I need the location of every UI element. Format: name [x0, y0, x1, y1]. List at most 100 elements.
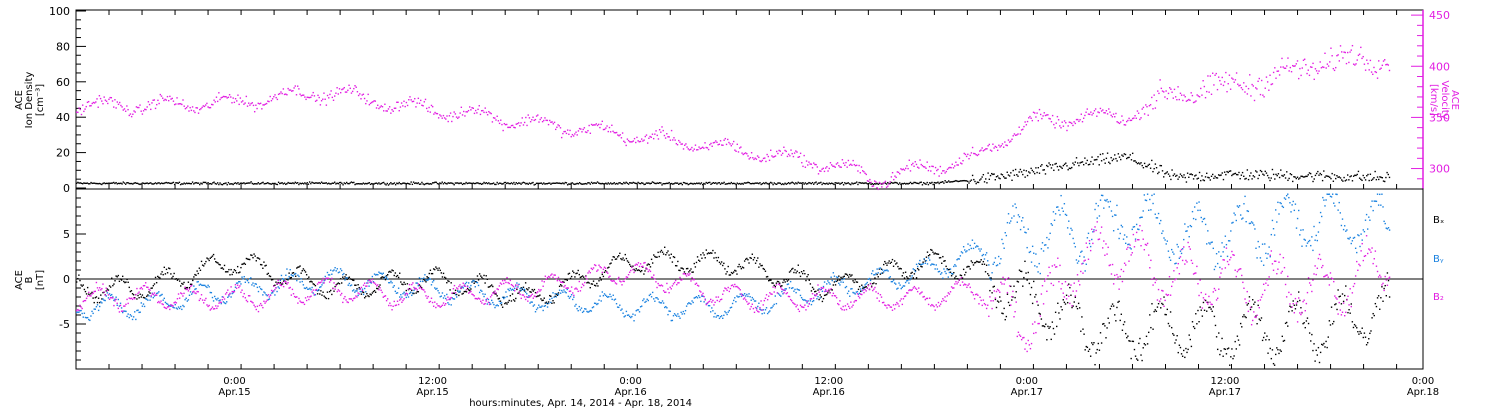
series-by-point	[888, 277, 890, 279]
series-bx-point	[1223, 348, 1225, 350]
series-density-point	[644, 183, 646, 185]
series-velocity-point	[103, 96, 105, 98]
series-by-point	[153, 295, 156, 297]
series-by-point	[1294, 203, 1297, 205]
series-velocity-point	[474, 109, 477, 112]
series-by-point	[1276, 221, 1278, 223]
series-velocity-point	[1158, 92, 1160, 95]
series-bz-point	[92, 292, 94, 294]
series-velocity-point	[667, 136, 669, 138]
series-by-point	[584, 308, 586, 310]
series-density-point	[799, 182, 802, 184]
series-bx-point	[593, 284, 596, 287]
series-density-point	[452, 182, 454, 185]
series-bx-point	[1255, 315, 1257, 317]
series-velocity-point	[760, 160, 762, 163]
series-by-point	[590, 310, 593, 312]
series-density-point	[1326, 175, 1329, 177]
series-by-point	[662, 302, 665, 304]
series-by-point	[1216, 262, 1219, 265]
series-velocity-point	[1309, 66, 1312, 68]
series-density-point	[864, 182, 866, 184]
series-bx-point	[262, 267, 264, 269]
series-bx-point	[1319, 351, 1322, 354]
series-by-point	[470, 284, 472, 287]
series-velocity-point	[264, 103, 267, 105]
series-velocity-point	[506, 123, 508, 126]
series-by-point	[1103, 207, 1105, 209]
series-by-point	[780, 295, 782, 297]
series-by-point	[1028, 251, 1031, 254]
series-density-point	[1368, 179, 1370, 182]
series-by-point	[1304, 239, 1306, 241]
series-by-point	[212, 300, 215, 302]
series-density-point	[1342, 180, 1344, 182]
series-bx-point	[540, 298, 542, 300]
series-bz-point	[206, 304, 208, 306]
series-by-point	[885, 269, 887, 272]
series-velocity-point	[853, 163, 856, 166]
series-by-point	[1023, 226, 1025, 228]
series-by-point	[1158, 222, 1161, 225]
series-bx-point	[1358, 333, 1360, 335]
series-by-point	[228, 295, 230, 297]
series-by-point	[582, 310, 585, 312]
series-by-point	[484, 293, 486, 295]
series-by-point	[623, 316, 625, 318]
series-bz-point	[151, 293, 153, 295]
series-by-point	[1234, 214, 1236, 216]
series-bx-point	[1381, 286, 1383, 288]
series-bx-point	[1325, 340, 1327, 343]
series-bx-point	[636, 269, 639, 272]
series-bx-point	[193, 276, 195, 278]
series-density-point	[465, 181, 467, 184]
series-density-point	[968, 182, 970, 184]
series-bx-point	[491, 284, 493, 286]
series-bx-point	[79, 279, 81, 282]
series-density-point	[829, 182, 832, 185]
series-velocity-point	[1000, 145, 1002, 147]
series-bx-point	[702, 252, 704, 254]
series-by-point	[948, 271, 951, 274]
series-by-point	[441, 292, 444, 294]
series-velocity-point	[451, 120, 453, 123]
series-by-point	[1081, 250, 1083, 252]
series-bz-point	[282, 285, 285, 288]
series-velocity-point	[1180, 94, 1183, 96]
series-by-point	[935, 264, 937, 266]
series-by-point	[1211, 241, 1213, 243]
series-density-point	[503, 181, 506, 184]
series-bx-point	[1293, 304, 1296, 306]
series-velocity-point	[711, 145, 713, 147]
series-bx-point	[231, 273, 233, 276]
series-by-point	[1053, 219, 1056, 221]
series-by-point	[121, 311, 124, 314]
series-bx-point	[335, 284, 337, 286]
series-bx-point	[454, 289, 457, 292]
series-velocity-point	[1299, 67, 1301, 70]
series-bx-point	[307, 278, 309, 280]
series-bz-point	[233, 291, 236, 293]
series-density-point	[226, 184, 228, 186]
series-by-point	[761, 312, 763, 315]
series-velocity-point	[1036, 112, 1038, 114]
series-bx-point	[1339, 295, 1342, 297]
series-by-point	[939, 273, 942, 275]
series-density-point	[76, 182, 78, 184]
series-velocity-point	[387, 108, 390, 110]
series-bx-point	[107, 289, 110, 291]
series-by-point	[125, 310, 127, 313]
series-bx-point	[920, 265, 922, 268]
series-velocity-point	[203, 105, 206, 108]
series-velocity-point	[1186, 99, 1189, 102]
series-bz-point	[169, 308, 171, 311]
series-by-point	[1008, 222, 1011, 224]
series-density-point	[208, 183, 210, 185]
series-bx-point	[724, 268, 726, 270]
series-velocity-point	[1134, 115, 1136, 117]
series-density-point	[646, 182, 649, 184]
series-by-point	[1082, 262, 1084, 265]
series-bx-point	[319, 293, 321, 295]
series-by-point	[304, 287, 307, 290]
series-density-point	[248, 182, 250, 184]
